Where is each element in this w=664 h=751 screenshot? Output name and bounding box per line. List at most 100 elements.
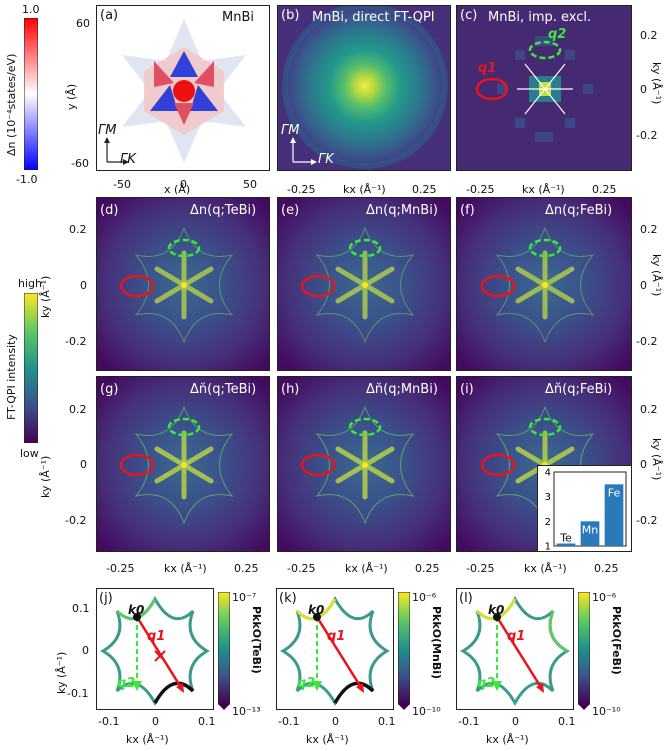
row2-ytick-left-top: 0.2 — [69, 223, 87, 236]
row4-xtick-j-left: -0.1 — [98, 715, 120, 728]
panel-b-title: MnBi, direct FT-QPI — [312, 10, 435, 25]
inset-bar-label-mn: Mn — [582, 523, 598, 536]
row4-xtick-k-mid: 0 — [332, 715, 339, 728]
panel-k-k0: k0 — [308, 603, 325, 617]
panel-l-cb-label: PkkO(FeBi) — [610, 606, 623, 675]
panel-a-xtick-right: 50 — [243, 178, 257, 191]
dn-colorbar-label: Δn (10⁻⁴states/eV) — [5, 53, 18, 156]
panel-c-q1: q1 — [478, 61, 497, 76]
inset-bar-chart: 1 2 3 4 Te Mn Fe — [537, 465, 632, 552]
panel-h-tag: (h) — [281, 382, 300, 397]
panel-a-gm: ΓM — [98, 123, 117, 138]
row4-xtick-j-right: 0.1 — [198, 715, 216, 728]
panel-a-axes-arrows — [104, 137, 129, 165]
row4-xtick-l-mid: 0 — [512, 715, 519, 728]
panel-g-title: Δn̆(q;TeBi) — [190, 382, 257, 397]
panel-k-q2: q2 — [297, 676, 316, 691]
inset-bar-mn — [580, 521, 600, 546]
panel-c-ytick-mid: 0 — [640, 83, 647, 96]
row2-ytick-left-mid: 0 — [80, 279, 87, 292]
panel-i-tag: (i) — [460, 382, 474, 397]
panel-d-tag: (d) — [100, 203, 119, 218]
row2-ytick-right-mid: 0 — [640, 279, 647, 292]
panel-j-cb-min: 10⁻¹³ — [232, 705, 261, 718]
panel-b-gk: ΓK — [318, 152, 334, 167]
panel-k-cb-max: 10⁻⁶ — [412, 591, 437, 604]
panel-j-colorbar — [218, 592, 230, 710]
row3-ytick-left-bottom: -0.2 — [65, 514, 87, 527]
panel-f-title: Δn(q;FeBi) — [545, 203, 613, 218]
row4-xtick-j-mid: 0 — [152, 715, 159, 728]
row4-xlabel-k: kx (Å⁻¹) — [306, 733, 349, 746]
row3-ytick-right-bottom: -0.2 — [636, 514, 658, 527]
row3-xtick-i-left: -0.25 — [466, 562, 495, 575]
row3-xtick-g-left: -0.25 — [106, 562, 135, 575]
row3-xtick-h-left: -0.25 — [287, 562, 316, 575]
dn-colorbar-min: -1.0 — [16, 173, 38, 186]
panel-d — [96, 197, 270, 371]
panel-e — [277, 197, 451, 371]
inset-bar-label-fe: Fe — [608, 486, 621, 499]
panel-j-q1: q1 — [147, 629, 166, 644]
panel-l-k0: k0 — [488, 603, 505, 617]
panel-l-tag: (l) — [459, 591, 473, 606]
panel-a-xtick-left: -50 — [113, 178, 131, 191]
panel-c-ylabel: ky (Å⁻¹) — [650, 62, 663, 105]
ftqpi-colorbar-max: high — [18, 277, 42, 290]
panel-e-title: Δn(q;MnBi) — [366, 203, 438, 218]
inset-ytick-label: 1 — [545, 542, 551, 552]
panel-j-tag: (j) — [99, 591, 113, 606]
row4-xlabel-l: kx (Å⁻¹) — [486, 733, 529, 746]
row4-ytick-bottom: -0.1 — [67, 687, 89, 700]
panel-e-tag: (e) — [281, 203, 300, 218]
panel-b — [277, 5, 451, 171]
row3-ytick-right-mid: 0 — [640, 458, 647, 471]
panel-c-tag: (c) — [460, 8, 478, 23]
row2-ytick-left-bottom: -0.2 — [65, 335, 87, 348]
row3-ytick-left-mid: 0 — [80, 458, 87, 471]
dn-colorbar-max: 1.0 — [22, 3, 40, 16]
panel-l — [456, 588, 574, 710]
panel-k — [276, 588, 394, 710]
panel-k-q1: q1 — [327, 629, 346, 644]
row4-ytick-top: 0.1 — [72, 602, 90, 615]
panel-l-cb-max: 10⁻⁶ — [592, 591, 617, 604]
panel-c-q2: q2 — [548, 27, 567, 42]
inset-ytick-label: 4 — [545, 468, 551, 479]
inset-ytick-label: 3 — [545, 492, 551, 503]
panel-a-ytick-bottom: -60 — [71, 157, 89, 170]
row3-xtick-i-right: 0.25 — [594, 562, 619, 575]
row4-ytick-mid: 0 — [82, 644, 89, 657]
panel-l-colorbar — [578, 592, 590, 710]
panel-a — [96, 5, 270, 171]
panel-g — [96, 376, 270, 552]
panel-c-ytick-top: 0.2 — [640, 29, 658, 42]
row4-xlabel-j: kx (Å⁻¹) — [126, 733, 169, 746]
row3-ylabel-right: ky (Å⁻¹) — [650, 438, 663, 481]
row3-xtick-h-right: 0.25 — [415, 562, 440, 575]
row3-ylabel-left: ky (Å⁻¹) — [39, 455, 52, 498]
panel-c-xlabel: kx (Å⁻¹) — [522, 183, 565, 196]
panel-b-xtick-right: 0.25 — [412, 183, 437, 196]
panel-j-q2: q2 — [117, 676, 136, 691]
panel-c-xtick-right: 0.25 — [592, 183, 617, 196]
panel-b-xtick-left: -0.25 — [287, 183, 316, 196]
row3-xlabel-h: kx (Å⁻¹) — [345, 562, 388, 575]
inset-bar-label-te: Te — [559, 532, 572, 545]
row3-ytick-right-top: 0.2 — [640, 403, 658, 416]
panel-c-ytick-bottom: -0.2 — [636, 129, 658, 142]
panel-k-colorbar — [398, 592, 410, 710]
row2-ylabel-right: ky (Å⁻¹) — [650, 254, 663, 297]
row4-xtick-k-left: -0.1 — [278, 715, 300, 728]
panel-a-ylabel: y (Å) — [65, 83, 78, 110]
row3-xlabel-g: kx (Å⁻¹) — [164, 562, 207, 575]
panel-l-cb-min: 10⁻¹⁰ — [592, 705, 621, 718]
row4-xtick-k-right: 0.1 — [378, 715, 396, 728]
panel-b-xlabel: kx (Å⁻¹) — [343, 183, 386, 196]
panel-f-tag: (f) — [460, 203, 475, 218]
panel-a-xtick-mid: 0 — [180, 178, 187, 191]
inset-bar-fe — [604, 484, 624, 546]
panel-l-q1: q1 — [507, 629, 526, 644]
panel-i-title: Δn̆(q;FeBi) — [545, 382, 613, 397]
inset-ytick-label: 2 — [545, 517, 551, 528]
